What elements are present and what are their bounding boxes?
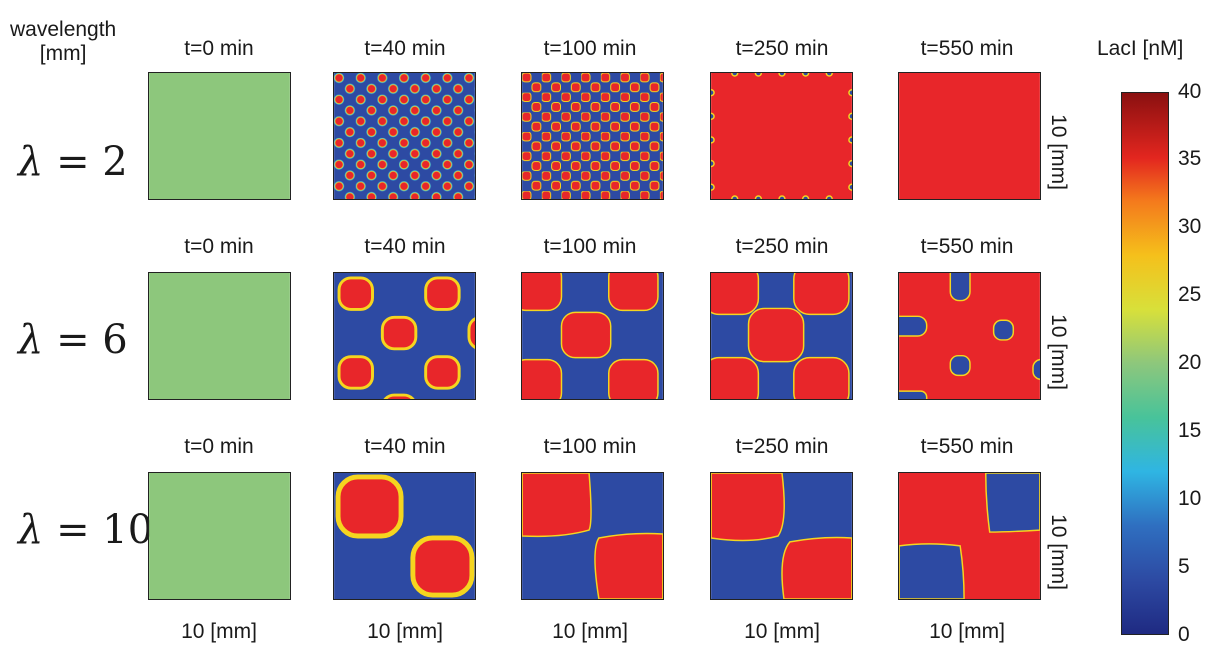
lambda-symbol: λ = — [18, 139, 103, 185]
panel-lambda10-t100 — [521, 472, 664, 600]
x-size-label: 10 [mm] — [367, 620, 443, 643]
time-label: t=100 min — [543, 435, 637, 458]
panel-lambda10-t250 — [710, 472, 853, 600]
lambda-value: 6 — [102, 317, 128, 363]
lambda-value: 10 — [102, 507, 154, 553]
time-label: t=0 min — [184, 37, 254, 60]
panel-lambda2-t100 — [521, 72, 664, 200]
colorbar-tick: 10 — [1178, 487, 1202, 510]
colorbar-tick: 30 — [1178, 215, 1202, 238]
panel-lambda10-t40 — [333, 472, 476, 600]
panel-lambda2-t40 — [333, 72, 476, 200]
time-label: t=550 min — [920, 435, 1014, 458]
y-size-label-row-2: 10 [mm] — [1046, 314, 1070, 390]
wavelength-header: wavelength [mm] — [10, 18, 116, 66]
y-size-label-row-3: 10 [mm] — [1046, 514, 1070, 590]
colorbar-tick: 40 — [1178, 80, 1202, 103]
time-label: t=550 min — [920, 235, 1014, 258]
time-label: t=100 min — [543, 37, 637, 60]
time-label: t=250 min — [735, 37, 829, 60]
colorbar-tick: 5 — [1178, 555, 1190, 578]
colorbar-tick: 20 — [1178, 351, 1202, 374]
colorbar-title: LacI [nM] — [1097, 37, 1184, 60]
panel-lambda10-t0 — [148, 472, 291, 600]
time-label: t=0 min — [184, 235, 254, 258]
panel-lambda6-t250 — [710, 272, 853, 400]
time-label: t=550 min — [920, 37, 1014, 60]
panel-lambda2-t550 — [898, 72, 1041, 200]
lambda-label-row-2: λ = 6 — [18, 318, 128, 362]
time-label: t=0 min — [184, 435, 254, 458]
colorbar-tick: 15 — [1178, 419, 1202, 442]
panel-lambda6-t550 — [898, 272, 1041, 400]
wavelength-unit: [mm] — [39, 42, 87, 65]
y-size-label-row-1: 10 [mm] — [1046, 114, 1070, 190]
time-label: t=40 min — [364, 37, 446, 60]
lambda-symbol: λ = — [18, 507, 103, 553]
panel-lambda6-t100 — [521, 272, 664, 400]
time-label: t=250 min — [735, 435, 829, 458]
time-label: t=250 min — [735, 235, 829, 258]
x-size-label: 10 [mm] — [929, 620, 1005, 643]
x-size-label: 10 [mm] — [552, 620, 628, 643]
time-label: t=100 min — [543, 235, 637, 258]
panel-lambda10-t550 — [898, 472, 1041, 600]
lambda-value: 2 — [102, 139, 128, 185]
lambda-label-row-1: λ = 2 — [18, 140, 128, 184]
panel-lambda2-t250 — [710, 72, 853, 200]
lambda-symbol: λ = — [18, 317, 103, 363]
x-size-label: 10 [mm] — [744, 620, 820, 643]
panel-lambda6-t40 — [333, 272, 476, 400]
colorbar — [1121, 92, 1169, 635]
time-label: t=40 min — [364, 435, 446, 458]
time-label: t=40 min — [364, 235, 446, 258]
colorbar-tick: 0 — [1178, 623, 1190, 646]
lambda-label-row-3: λ = 10 — [18, 508, 153, 552]
wavelength-label: wavelength — [10, 18, 117, 41]
panel-lambda6-t0 — [148, 272, 291, 400]
x-size-label: 10 [mm] — [181, 620, 257, 643]
colorbar-tick: 25 — [1178, 283, 1202, 306]
panel-lambda2-t0 — [148, 72, 291, 200]
colorbar-tick: 35 — [1178, 147, 1202, 170]
